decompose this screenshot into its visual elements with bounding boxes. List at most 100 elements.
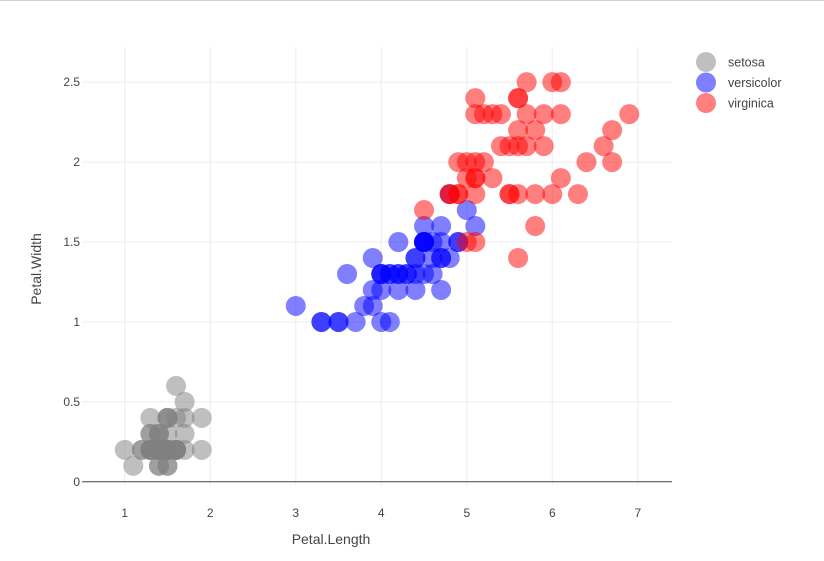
data-point-versicolor — [422, 263, 443, 284]
data-point-virginica — [473, 152, 494, 173]
legend-marker — [696, 72, 716, 93]
data-point-virginica — [439, 184, 460, 205]
data-point-virginica — [465, 88, 486, 109]
data-point-virginica — [525, 184, 546, 205]
data-point-virginica — [525, 120, 546, 141]
data-point-virginica — [448, 152, 469, 173]
data-point-versicolor — [354, 295, 375, 316]
data-point-versicolor — [371, 279, 392, 300]
data-point-virginica — [499, 184, 520, 205]
data-point-virginica — [465, 232, 486, 253]
data-points — [114, 72, 640, 476]
grid-lines — [82, 47, 672, 485]
data-point-versicolor — [388, 279, 409, 300]
data-point-versicolor — [439, 248, 460, 269]
data-point-virginica — [602, 120, 623, 141]
data-point-virginica — [593, 136, 614, 157]
y-tick-label: 2.5 — [63, 75, 80, 89]
data-point-virginica — [508, 88, 529, 109]
data-point-virginica — [542, 184, 563, 205]
legend[interactable]: setosa versicolor virginica — [696, 52, 782, 113]
top-border — [0, 0, 824, 1]
data-point-virginica — [602, 152, 623, 173]
series-setosa — [114, 375, 212, 476]
data-point-virginica — [567, 184, 588, 205]
x-tick-label: 1 — [121, 506, 128, 520]
x-tick-label: 2 — [207, 506, 214, 520]
y-tick-label: 0 — [73, 475, 80, 489]
data-point-versicolor — [311, 311, 332, 332]
data-point-setosa — [148, 423, 169, 444]
legend-marker — [696, 93, 716, 113]
x-tick-label: 7 — [634, 506, 641, 520]
data-point-virginica — [550, 72, 571, 93]
data-point-versicolor — [456, 200, 477, 221]
y-tick-label: 1 — [73, 315, 80, 329]
data-point-versicolor — [431, 216, 452, 237]
data-point-virginica — [490, 136, 511, 157]
data-point-versicolor — [414, 216, 435, 237]
x-tick-label: 4 — [378, 506, 385, 520]
data-point-setosa — [123, 455, 144, 476]
data-point-versicolor — [405, 279, 426, 300]
data-point-virginica — [525, 216, 546, 237]
x-tick-labels: 1 2 3 4 5 6 7 — [121, 506, 641, 520]
data-point-virginica — [473, 104, 494, 125]
series-virginica — [414, 72, 640, 269]
data-point-virginica — [516, 72, 537, 93]
legend-item-virginica[interactable]: virginica — [696, 93, 774, 113]
data-point-setosa — [174, 423, 195, 444]
data-point-versicolor — [337, 263, 358, 284]
data-point-setosa — [114, 439, 135, 460]
legend-item-setosa[interactable]: setosa — [696, 52, 765, 72]
data-point-versicolor — [379, 263, 400, 284]
legend-item-versicolor[interactable]: versicolor — [696, 72, 782, 93]
data-point-virginica — [456, 168, 477, 189]
x-tick-label: 6 — [549, 506, 556, 520]
data-point-versicolor — [422, 248, 443, 269]
data-point-virginica — [619, 104, 640, 125]
data-point-virginica — [414, 200, 435, 221]
data-point-virginica — [550, 104, 571, 125]
y-tick-label: 0.5 — [63, 395, 80, 409]
data-point-virginica — [508, 136, 529, 157]
data-point-setosa — [157, 407, 178, 428]
legend-label: setosa — [728, 56, 765, 70]
data-point-setosa — [148, 439, 169, 460]
data-point-virginica — [508, 248, 529, 269]
data-point-versicolor — [405, 248, 426, 269]
data-point-virginica — [533, 136, 554, 157]
data-point-versicolor — [465, 216, 486, 237]
data-point-versicolor — [285, 295, 306, 316]
data-point-versicolor — [328, 311, 349, 332]
data-point-virginica — [533, 104, 554, 125]
data-point-virginica — [465, 184, 486, 205]
legend-label: virginica — [728, 97, 774, 111]
data-point-setosa — [191, 439, 212, 460]
x-axis-title: Petal.Length — [292, 531, 371, 547]
data-point-virginica — [490, 104, 511, 125]
data-point-setosa — [191, 407, 212, 428]
data-point-versicolor — [414, 232, 435, 253]
data-point-virginica — [516, 104, 537, 125]
legend-label: versicolor — [728, 76, 782, 90]
y-tick-labels: 0 0.5 1 1.5 2 2.5 — [63, 75, 80, 489]
data-point-virginica — [508, 120, 529, 141]
legend-marker — [696, 52, 716, 72]
data-point-setosa — [148, 455, 169, 476]
x-tick-label: 5 — [463, 506, 470, 520]
data-point-versicolor — [379, 311, 400, 332]
data-point-virginica — [576, 152, 597, 173]
y-tick-label: 1.5 — [63, 235, 80, 249]
data-point-versicolor — [388, 232, 409, 253]
data-point-versicolor — [345, 311, 366, 332]
data-point-versicolor — [396, 263, 417, 284]
y-tick-label: 2 — [73, 155, 80, 169]
x-tick-label: 3 — [292, 506, 299, 520]
data-point-versicolor — [431, 232, 452, 253]
data-point-setosa — [174, 391, 195, 412]
data-point-setosa — [140, 407, 161, 428]
data-point-virginica — [550, 168, 571, 189]
data-point-virginica — [482, 168, 503, 189]
